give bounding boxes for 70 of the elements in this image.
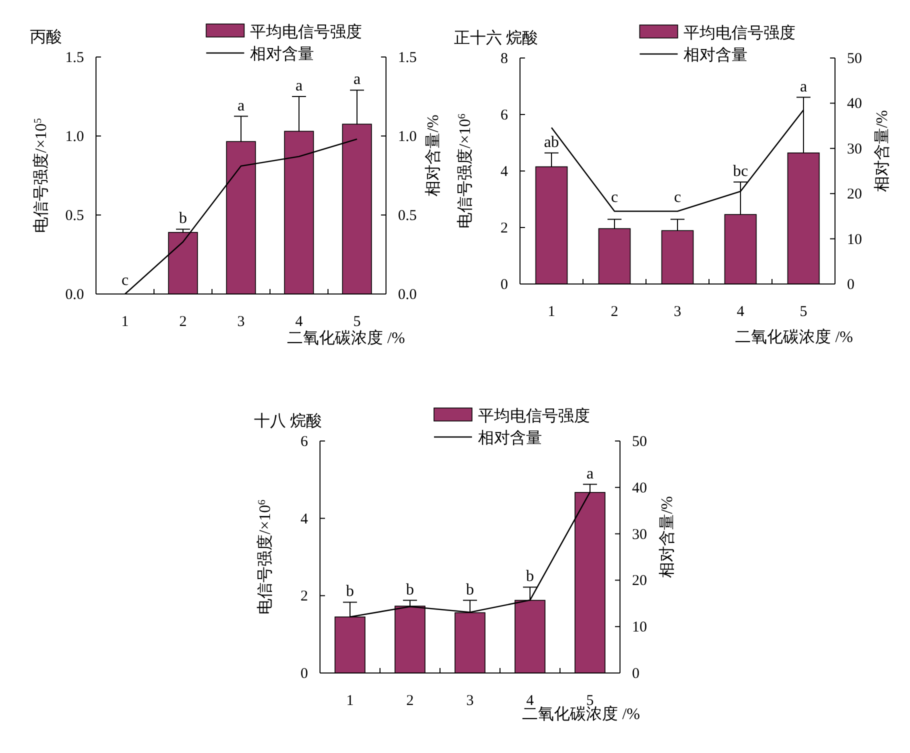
y-tick-label: 0 — [500, 277, 508, 293]
annotation: b — [406, 581, 414, 598]
x-tick-label: 3 — [674, 304, 682, 320]
legend-label: 相对含量 — [684, 46, 748, 64]
y2-tick-label: 50 — [632, 434, 647, 450]
x-tick-label: 3 — [237, 314, 245, 330]
y2-tick-label: 10 — [632, 620, 647, 636]
y2-tick-label: 10 — [847, 232, 862, 248]
y2-tick-label: 40 — [847, 96, 862, 112]
annotation: b — [346, 583, 354, 600]
annotation: a — [586, 465, 594, 482]
x-tick-label: 1 — [548, 304, 556, 320]
y-tick-label: 4 — [500, 164, 508, 180]
y2-tick-label: 50 — [847, 51, 862, 67]
y2-tick-label: 0 — [632, 666, 640, 682]
annotation: a — [353, 71, 361, 88]
y2-axis-title: 相对含量/% — [873, 110, 891, 192]
y-tick-label: 1.5 — [65, 50, 84, 66]
x-tick-label: 2 — [610, 304, 618, 320]
y2-axis-title: 相对含量/% — [424, 114, 442, 196]
y-tick-label: 2 — [500, 220, 508, 236]
y-tick-label: 1.0 — [65, 129, 84, 145]
legend-label: 平均电信号强度 — [684, 24, 796, 42]
y-tick-label: 0.5 — [65, 208, 84, 224]
x-tick-label: 2 — [179, 314, 187, 330]
chart-title: 丙酸 — [30, 28, 62, 46]
y2-axis-title: 相对含量/% — [658, 496, 676, 578]
y2-tick-label: 30 — [632, 526, 647, 543]
y2-tick-label: 30 — [847, 141, 862, 158]
x-tick-label: 5 — [353, 314, 361, 330]
y2-tick-label: 0.5 — [398, 208, 417, 224]
legend-label: 相对含量 — [478, 429, 542, 447]
y2-tick-label: 1.0 — [398, 129, 417, 145]
y2-tick-label: 0.0 — [398, 287, 417, 303]
annotation: a — [237, 97, 245, 114]
y-tick-label: 4 — [300, 511, 308, 528]
y2-tick-label: 40 — [632, 480, 647, 496]
x-axis-title: 二氧化碳浓度 /% — [287, 329, 405, 347]
x-tick-label: 1 — [346, 693, 354, 709]
annotation: c — [121, 272, 129, 289]
x-axis-title: 二氧化碳浓度 /% — [735, 328, 853, 346]
y-tick-label: 2 — [300, 588, 308, 605]
x-tick-label: 1 — [121, 314, 129, 330]
x-tick-label: 2 — [406, 693, 414, 709]
y-tick-label: 6 — [300, 434, 308, 450]
annotation: b — [466, 581, 474, 598]
annotation: b — [179, 210, 187, 228]
legend-label: 平均电信号强度 — [250, 23, 362, 41]
annotation: a — [800, 78, 808, 96]
x-tick-label: 3 — [466, 693, 474, 709]
y-tick-label: 6 — [500, 108, 508, 124]
y2-tick-label: 1.5 — [398, 50, 417, 66]
annotation: ab — [544, 134, 560, 151]
y2-tick-label: 20 — [847, 186, 862, 203]
y-tick-label: 8 — [500, 51, 508, 67]
y2-tick-label: 0 — [847, 277, 854, 293]
x-tick-label: 5 — [800, 304, 808, 320]
annotation: b — [526, 568, 534, 586]
annotation: bc — [732, 163, 748, 180]
x-tick-label: 4 — [736, 304, 745, 320]
y-tick-label: 0 — [300, 666, 308, 682]
chart-title: 十八 烷酸 — [254, 412, 322, 430]
chart-title: 正十六 烷酸 — [454, 29, 538, 47]
legend-label: 相对含量 — [250, 45, 314, 63]
y2-tick-label: 20 — [632, 573, 647, 590]
legend-label: 平均电信号强度 — [478, 407, 590, 425]
annotation: a — [295, 78, 303, 94]
annotation: c — [674, 189, 682, 206]
y-tick-label: 0.0 — [65, 287, 84, 303]
annotation: c — [610, 189, 618, 206]
